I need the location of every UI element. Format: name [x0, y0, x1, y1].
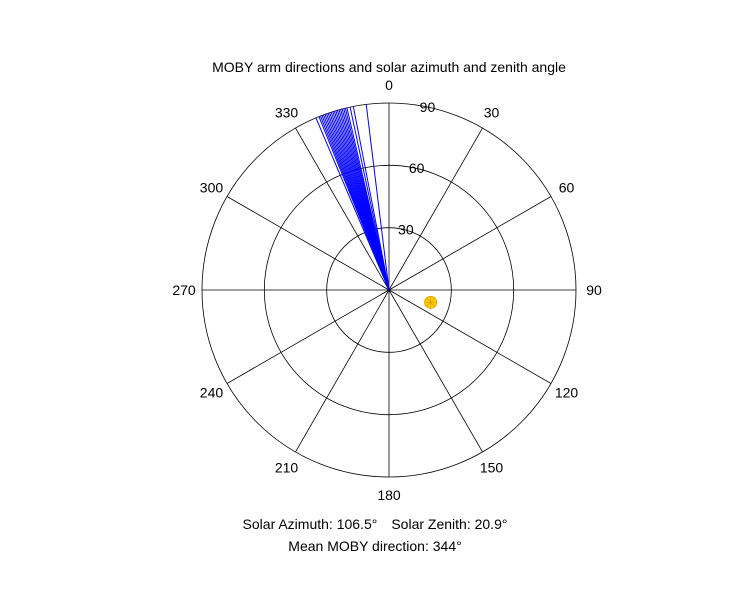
- angle-tick-label-0: 0: [385, 77, 393, 93]
- angle-tick-label-240: 240: [200, 385, 224, 401]
- grid-spoke-330: [295, 127, 390, 291]
- radial-tick-label-60: 60: [409, 160, 425, 176]
- moby-arm-line-21: [352, 106, 390, 291]
- chart-title: MOBY arm directions and solar azimuth an…: [212, 59, 566, 75]
- polar-grid: [201, 102, 577, 478]
- angle-tick-label-30: 30: [484, 104, 500, 120]
- moby-arm-line-19: [346, 107, 390, 291]
- angle-tick-label-90: 90: [586, 282, 602, 298]
- grid-spoke-60: [388, 196, 552, 291]
- grid-spoke-240: [226, 289, 390, 384]
- mean-moby-direction-text: Mean MOBY direction: 344°: [288, 538, 462, 554]
- sun-ray-3: [426, 297, 436, 307]
- grid-spoke-120: [388, 289, 552, 384]
- solar-caption-line: Solar Azimuth: 106.5° Solar Zenith: 20.9°: [0, 516, 750, 532]
- sun-marker-group: [424, 295, 438, 309]
- angle-tick-label-180: 180: [377, 487, 401, 503]
- angle-tick-label-60: 60: [559, 180, 575, 196]
- grid-spoke-210: [295, 289, 390, 453]
- moby-arm-line-0: [315, 117, 390, 291]
- angle-tick-label-330: 330: [275, 104, 299, 120]
- solar-azimuth-text: Solar Azimuth: 106.5°: [242, 516, 378, 532]
- angle-tick-label-270: 270: [172, 282, 196, 298]
- mean-direction-caption: Mean MOBY direction: 344°: [0, 538, 750, 554]
- tick-labels: 0 30 60 90 120 150 180 210 240 270 300 330 30 60 90: [172, 77, 602, 503]
- angle-tick-label-300: 300: [200, 180, 224, 196]
- angle-tick-label-150: 150: [480, 460, 504, 476]
- grid-spoke-150: [388, 289, 483, 453]
- grid-spoke-30: [388, 127, 483, 291]
- moby-arm-lines: [315, 104, 390, 291]
- angle-tick-label-120: 120: [555, 385, 579, 401]
- radial-tick-label-30: 30: [398, 222, 414, 238]
- grid-spoke-300: [226, 196, 390, 291]
- solar-zenith-text: Solar Zenith: 20.9°: [391, 516, 508, 532]
- angle-tick-label-210: 210: [275, 460, 299, 476]
- moby-arm-line-20: [349, 106, 390, 291]
- moby-arm-line-22: [365, 104, 390, 291]
- radial-tick-label-90: 90: [420, 99, 436, 115]
